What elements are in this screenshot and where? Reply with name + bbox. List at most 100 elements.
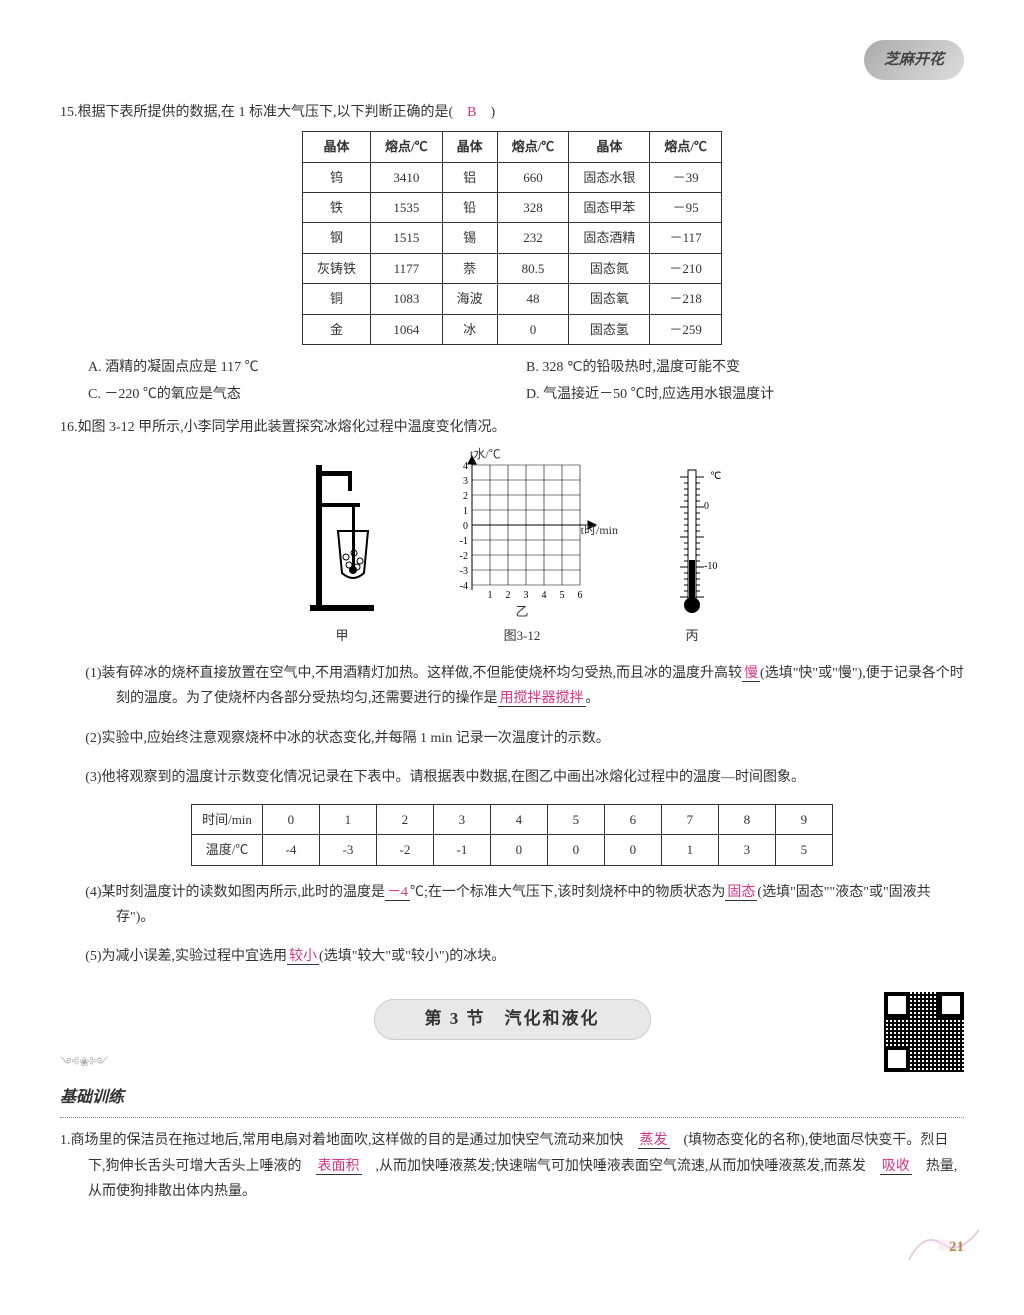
table-cell: 0: [497, 314, 569, 344]
page-content: 15.根据下表所提供的数据,在 1 标准大气压下,以下判断正确的是( B ) 晶…: [60, 100, 964, 1261]
q16-p5-ans: 较小: [287, 949, 319, 965]
table-cell: 1064: [371, 314, 443, 344]
brand-logo: 芝麻开花: [864, 40, 964, 80]
q15-stem: 15.根据下表所提供的数据,在 1 标准大气压下,以下判断正确的是( B ): [60, 100, 964, 125]
table-cell: 铜: [303, 284, 371, 314]
svg-text:3: 3: [463, 476, 468, 487]
table-cell: 灰铸铁: [303, 253, 371, 283]
apparatus-icon: [302, 465, 382, 615]
svg-text:3: 3: [524, 590, 529, 600]
q16-p1-a: (1)装有碎冰的烧杯直接放置在空气中,不用酒精灯加热。这样做,不但能使烧杯均匀受…: [85, 666, 742, 681]
q15-opt-c: C. －220 ℃的氧应是气态: [88, 382, 526, 407]
subhead-divider: [60, 1116, 964, 1118]
table-header: 熔点/℃: [497, 132, 569, 162]
svg-text:-2: -2: [460, 551, 468, 562]
corner-decoration-icon: [904, 1220, 984, 1270]
q16-p5: (5)为减小误差,实验过程中宜选用较小(选填"较大"或"较小")的冰块。: [88, 944, 964, 969]
q15-stem-end: ): [477, 105, 496, 120]
svg-text:1: 1: [463, 506, 468, 517]
table-row: 灰铸铁1177萘80.5固态氮－210: [303, 253, 722, 283]
table-cell: 海波: [442, 284, 497, 314]
table-cell: 钨: [303, 162, 371, 192]
table-cell: －39: [650, 162, 722, 192]
table-cell: 固态甲苯: [569, 192, 650, 222]
time-table: 时间/min0123456789 温度/℃-4-3-2-1000135: [191, 804, 833, 866]
table-cell: 48: [497, 284, 569, 314]
table-cell: 232: [497, 223, 569, 253]
table-cell: 5: [547, 805, 604, 835]
q15-options: A. 酒精的凝固点应是 117 ℃ B. 328 ℃的铅吸热时,温度可能不变 C…: [60, 355, 964, 409]
svg-text:4: 4: [542, 590, 547, 600]
table-cell: -3: [319, 835, 376, 865]
svg-text:-10: -10: [704, 561, 717, 572]
q15-stem-text: 15.根据下表所提供的数据,在 1 标准大气压下,以下判断正确的是(: [60, 105, 467, 120]
section-subhead: 基础训练: [60, 1084, 964, 1113]
table-cell: 固态氢: [569, 314, 650, 344]
table-row: 金1064冰0固态氢－259: [303, 314, 722, 344]
ornament-icon: ༺❀༻: [60, 1052, 964, 1074]
table-cell: 固态水银: [569, 162, 650, 192]
svg-text:-4: -4: [460, 581, 468, 592]
table-cell: 温度/℃: [192, 835, 263, 865]
thermometer-icon: ℃ 0 -10: [662, 465, 722, 615]
sec-q1: 1.商场里的保洁员在拖过地后,常用电扇对着地面吹,这样做的目的是通过加快空气流动…: [60, 1128, 964, 1204]
q15-opt-b: B. 328 ℃的铅吸热时,温度可能不变: [526, 355, 964, 380]
q16-stem: 16.如图 3-12 甲所示,小李同学用此装置探究冰熔化过程中温度变化情况。: [60, 415, 964, 440]
table-cell: 9: [775, 805, 832, 835]
chart-y-label: t水/℃: [470, 444, 501, 466]
thermo-unit: ℃: [710, 471, 721, 482]
q16-figures: 甲 t水/℃ 43210-1-2-3-4 123456 t时/min: [60, 450, 964, 647]
table-row: 钨3410铝660固态水银－39: [303, 162, 722, 192]
table-cell: 铝: [442, 162, 497, 192]
table-cell: 80.5: [497, 253, 569, 283]
table-cell: 4: [490, 805, 547, 835]
svg-text:-1: -1: [460, 536, 468, 547]
svg-text:2: 2: [463, 491, 468, 502]
table-cell: －210: [650, 253, 722, 283]
section-title: 第 3 节 汽化和液化: [60, 999, 964, 1040]
chart-x-label: t时/min: [581, 520, 618, 542]
table-cell: 铅: [442, 192, 497, 222]
q15-answer: B: [467, 105, 476, 120]
q16-p1: (1)装有碎冰的烧杯直接放置在空气中,不用酒精灯加热。这样做,不但能使烧杯均匀受…: [88, 661, 964, 711]
table-cell: －218: [650, 284, 722, 314]
table-cell: 1515: [371, 223, 443, 253]
table-cell: －117: [650, 223, 722, 253]
table-header: 晶体: [442, 132, 497, 162]
q16-p4-a: (4)某时刻温度计的读数如图丙所示,此时的温度是: [85, 885, 385, 900]
q16-p4: (4)某时刻温度计的读数如图丙所示,此时的温度是－4℃;在一个标准大气压下,该时…: [88, 880, 964, 930]
table-cell: 1083: [371, 284, 443, 314]
q16-p4-ans2: 固态: [725, 885, 757, 901]
table-header: 晶体: [569, 132, 650, 162]
svg-text:4: 4: [463, 461, 468, 472]
svg-text:0: 0: [463, 521, 468, 532]
q16-p4-ans1: －4: [385, 885, 410, 901]
table-cell: 3410: [371, 162, 443, 192]
table-cell: -4: [262, 835, 319, 865]
q16-p1-ans2: 用搅拌器搅拌: [498, 691, 586, 707]
table-cell: -1: [433, 835, 490, 865]
table-row: 铁1535铅328固态甲苯－95: [303, 192, 722, 222]
table-cell: 6: [604, 805, 661, 835]
fig-caption: 图3-12: [504, 628, 541, 643]
table-cell: －95: [650, 192, 722, 222]
svg-text:0: 0: [704, 501, 709, 512]
table-cell: 660: [497, 162, 569, 192]
table-cell: 固态氮: [569, 253, 650, 283]
table-cell: 萘: [442, 253, 497, 283]
table-cell: 固态氧: [569, 284, 650, 314]
section-title-text: 第 3 节 汽化和液化: [374, 999, 651, 1040]
sec-q1-c: ,从而加快唾液蒸发;快速喘气可加快唾液表面空气流速,从而加快唾液蒸发,而蒸发: [362, 1159, 880, 1174]
q16-p5-a: (5)为减小误差,实验过程中宜选用: [85, 949, 287, 964]
sec-q1-a: 1.商场里的保洁员在拖过地后,常用电扇对着地面吹,这样做的目的是通过加快空气流动…: [60, 1133, 638, 1148]
table-header: 熔点/℃: [371, 132, 443, 162]
q16-p5-b: (选填"较大"或"较小")的冰块。: [319, 949, 505, 964]
table-cell: 3: [433, 805, 490, 835]
fig-label-jia: 甲: [302, 624, 382, 647]
table-header: 晶体: [303, 132, 371, 162]
fig-label-bing: 丙: [662, 624, 722, 647]
table-cell: 金: [303, 314, 371, 344]
table-cell: 8: [718, 805, 775, 835]
table-cell: 328: [497, 192, 569, 222]
table-cell: -2: [376, 835, 433, 865]
